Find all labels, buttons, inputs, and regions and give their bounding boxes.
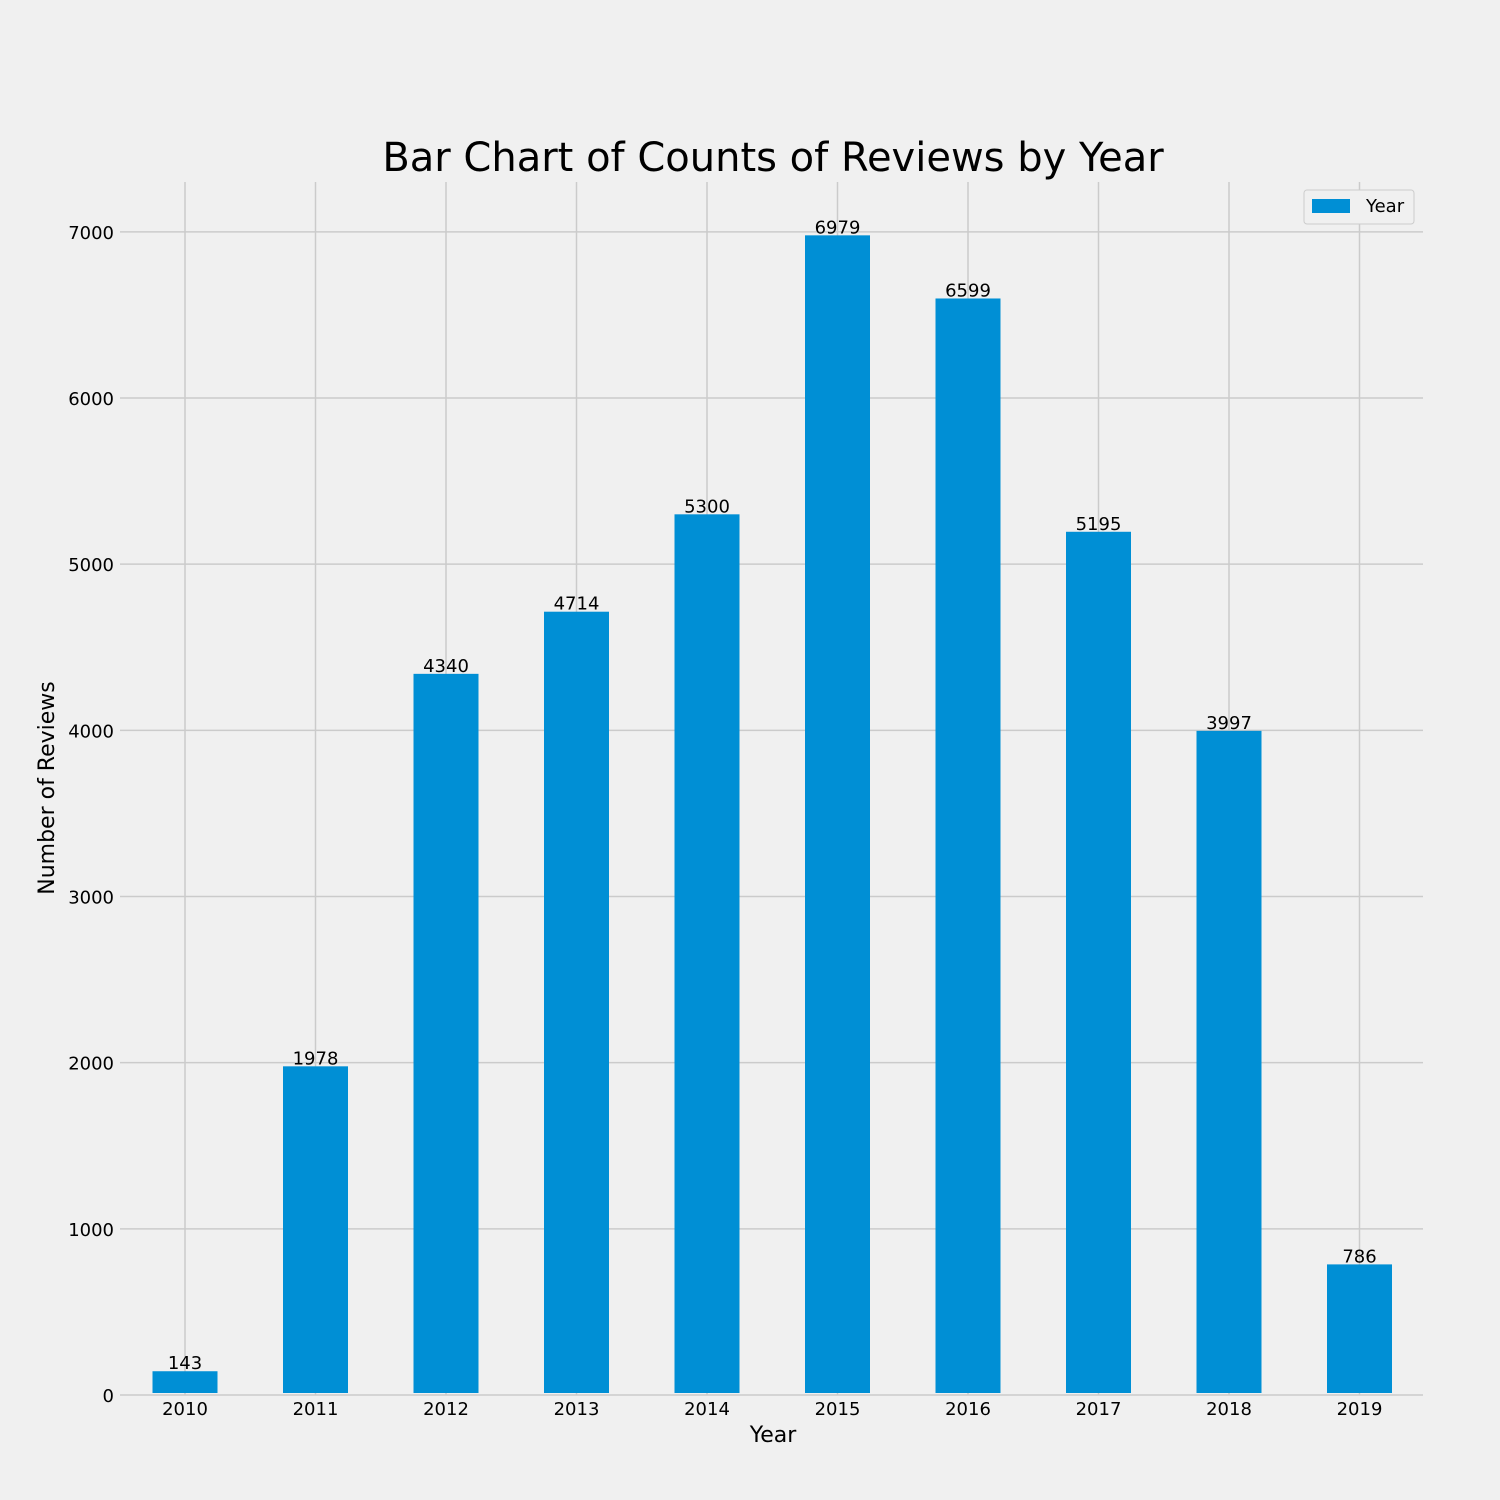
x-tick-labels: 2010 2011 2012 2013 2014 2015 2016 2017 2018 2019	[162, 1399, 1382, 1420]
bar	[674, 514, 740, 1393]
legend: Year	[1303, 189, 1415, 225]
x-tick-label: 2017	[1076, 1399, 1122, 1420]
bars	[152, 235, 1392, 1394]
x-tick-label: 2019	[1337, 1399, 1383, 1420]
x-tick-label: 2015	[815, 1399, 861, 1420]
data-label: 5195	[1076, 514, 1122, 535]
data-label: 143	[168, 1353, 202, 1374]
data-label: 4340	[423, 656, 469, 677]
bar	[1327, 1264, 1392, 1393]
bar	[283, 1066, 348, 1393]
legend-swatch	[1312, 199, 1350, 213]
y-tick-label: 0	[103, 1386, 114, 1407]
x-tick-label: 2012	[423, 1399, 469, 1420]
y-axis-label: Number of Reviews	[35, 681, 60, 895]
x-axis-label: Year	[749, 1423, 798, 1448]
data-label: 4714	[554, 594, 600, 615]
data-label: 786	[1342, 1246, 1376, 1267]
y-tick-label: 7000	[68, 223, 114, 244]
y-tick-label: 6000	[68, 389, 114, 410]
bar	[544, 611, 609, 1393]
x-tick-label: 2014	[684, 1399, 730, 1420]
x-tick-label: 2018	[1206, 1399, 1252, 1420]
data-label: 6599	[945, 280, 991, 301]
y-tick-labels: 0 1000 2000 3000 4000 5000 6000 7000	[68, 223, 114, 1407]
x-tick-label: 2016	[945, 1399, 991, 1420]
x-tick-label: 2013	[554, 1399, 600, 1420]
x-tick-label: 2010	[162, 1399, 208, 1420]
bar	[1066, 531, 1131, 1393]
bar	[805, 235, 870, 1394]
y-tick-label: 1000	[68, 1220, 114, 1241]
y-tick-label: 3000	[68, 888, 114, 909]
data-label: 5300	[684, 496, 730, 517]
bar	[413, 673, 479, 1393]
data-label: 6979	[815, 217, 861, 238]
bar	[152, 1371, 218, 1393]
y-tick-label: 2000	[68, 1054, 114, 1075]
bar	[935, 298, 1001, 1394]
data-labels: 143 1978 4340 4714 5300 6979 6599 5195 3997 786	[168, 217, 1377, 1374]
y-tick-label: 5000	[68, 555, 114, 576]
chart-title: Bar Chart of Counts of Reviews by Year	[382, 135, 1164, 181]
data-label: 1978	[293, 1048, 339, 1069]
y-tick-label: 4000	[68, 721, 114, 742]
data-label: 3997	[1206, 713, 1252, 734]
legend-label: Year	[1365, 196, 1405, 217]
bar	[1196, 730, 1262, 1393]
x-tick-label: 2011	[293, 1399, 339, 1420]
legend-box	[1303, 189, 1415, 225]
